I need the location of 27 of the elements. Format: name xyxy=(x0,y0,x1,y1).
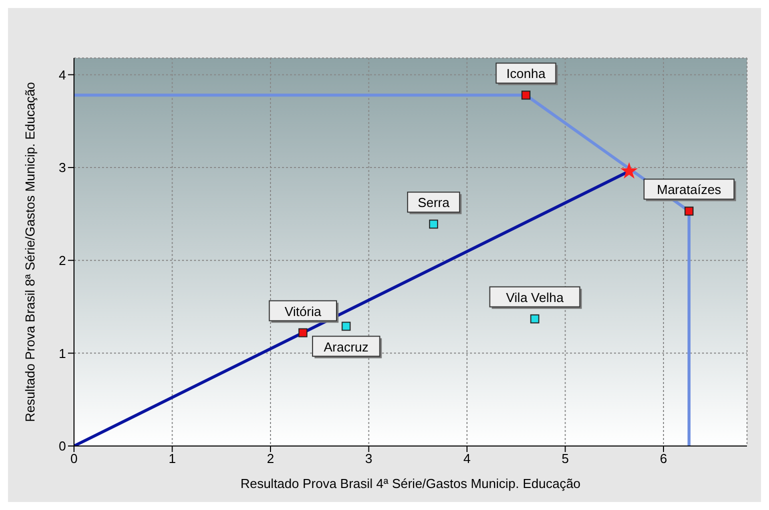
point xyxy=(684,206,694,216)
annotation: Vila Velha xyxy=(506,290,564,305)
y-tick-label: 0 xyxy=(58,438,66,454)
x-tick-label: 1 xyxy=(168,451,176,466)
y-tick-label: 1 xyxy=(58,346,66,361)
annotation: Serra xyxy=(418,195,450,210)
point xyxy=(298,328,308,338)
annotation: Aracruz xyxy=(324,339,369,354)
x-axis-title: Resultado Prova Brasil 4ª Série/Gastos Municip. Educação xyxy=(240,476,581,491)
point xyxy=(429,220,438,229)
y-tick-label: 3 xyxy=(58,160,66,176)
point xyxy=(530,314,540,324)
point xyxy=(621,163,637,178)
annotation: Iconha xyxy=(506,66,546,82)
point xyxy=(521,90,530,100)
x-tick-label: 0 xyxy=(70,451,78,466)
y-axis-title: Resultado Prova Brasil 8ª Série/Gastos Municip. Educação xyxy=(22,82,38,422)
x-tick-label: 5 xyxy=(562,451,569,466)
x-tick-label: 4 xyxy=(463,451,471,466)
x-tick-label: 2 xyxy=(266,451,274,466)
x-tick-label: 3 xyxy=(365,451,372,466)
annotation: Vitória xyxy=(284,304,322,319)
y-tick-label: 2 xyxy=(58,252,66,268)
annotation: Marataízes xyxy=(656,182,722,198)
y-tick-label: 4 xyxy=(58,67,66,82)
point xyxy=(342,322,351,331)
x-tick-label: 6 xyxy=(660,451,668,466)
